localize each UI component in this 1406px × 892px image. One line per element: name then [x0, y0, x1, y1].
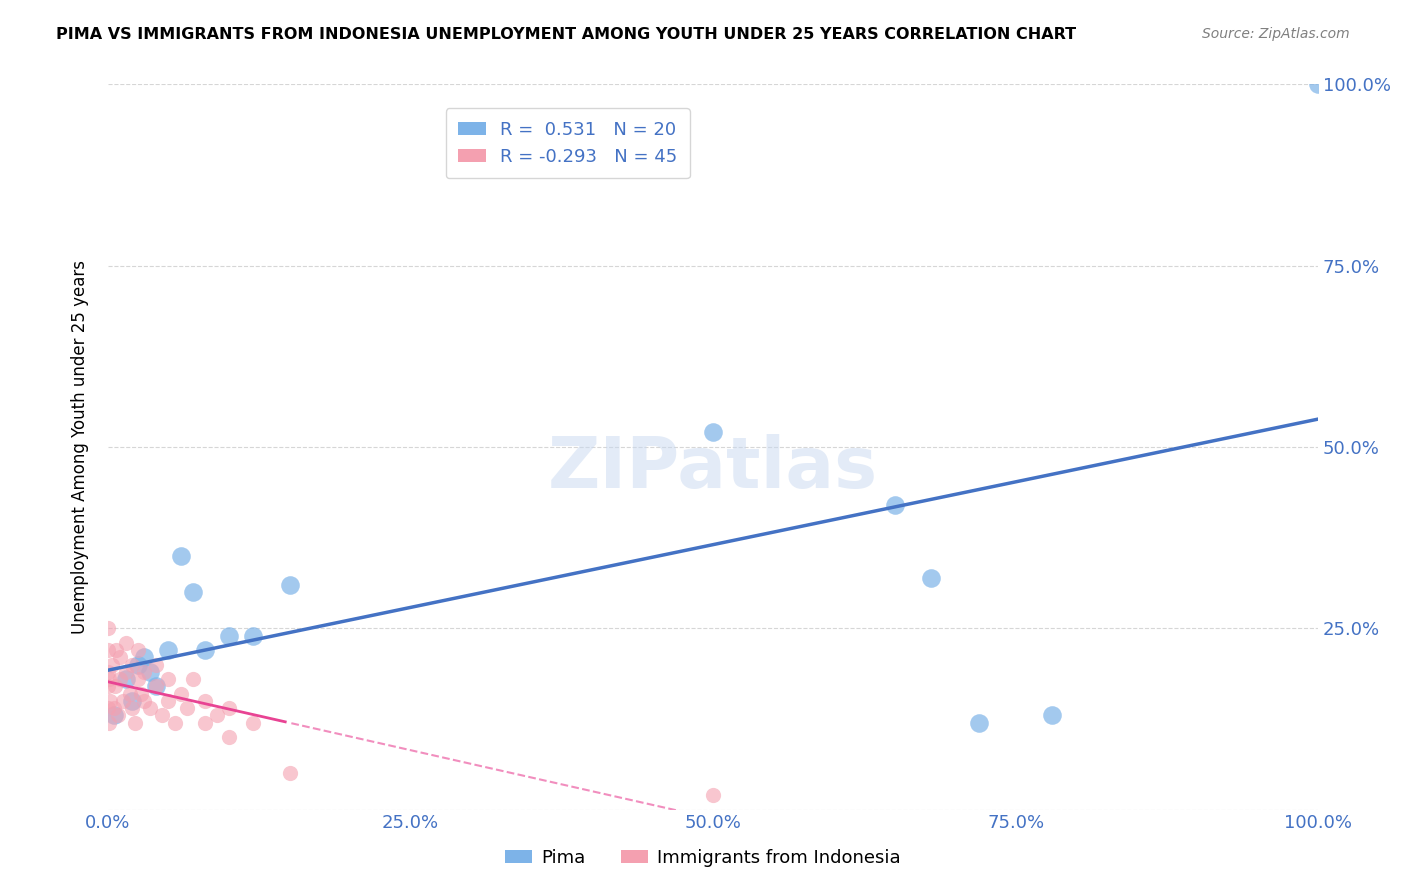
Point	[169, 686, 191, 700]
Point	[139, 701, 162, 715]
Point	[218, 701, 240, 715]
Point	[100, 694, 122, 708]
Point	[157, 672, 180, 686]
Point	[920, 570, 942, 584]
Point	[1308, 78, 1330, 92]
Point	[127, 657, 149, 672]
Point	[702, 788, 724, 802]
Point	[278, 766, 301, 780]
Point	[127, 672, 149, 686]
Point	[108, 672, 131, 686]
Point	[97, 665, 120, 679]
Text: ZIPatlas: ZIPatlas	[548, 434, 879, 503]
Point	[121, 694, 143, 708]
Point	[98, 672, 121, 686]
Point	[969, 715, 991, 730]
Point	[145, 657, 167, 672]
Point	[145, 679, 167, 693]
Point	[145, 679, 167, 693]
Point	[107, 708, 129, 723]
Point	[115, 665, 138, 679]
Point	[108, 650, 131, 665]
Point	[97, 621, 120, 635]
Point	[134, 650, 156, 665]
Point	[115, 672, 138, 686]
Text: Source: ZipAtlas.com: Source: ZipAtlas.com	[1202, 27, 1350, 41]
Point	[103, 701, 125, 715]
Point	[169, 549, 191, 563]
Point	[111, 694, 134, 708]
Legend: R =  0.531   N = 20, R = -0.293   N = 45: R = 0.531 N = 20, R = -0.293 N = 45	[446, 108, 690, 178]
Point	[134, 665, 156, 679]
Point	[176, 701, 198, 715]
Point	[121, 701, 143, 715]
Point	[205, 708, 228, 723]
Point	[157, 694, 180, 708]
Point	[242, 715, 264, 730]
Point	[218, 628, 240, 642]
Point	[115, 636, 138, 650]
Point	[97, 643, 120, 657]
Point	[218, 730, 240, 744]
Point	[152, 708, 174, 723]
Point	[242, 628, 264, 642]
Point	[157, 643, 180, 657]
Point	[1040, 708, 1063, 723]
Point	[194, 694, 217, 708]
Point	[129, 686, 152, 700]
Point	[97, 701, 120, 715]
Point	[702, 425, 724, 440]
Text: PIMA VS IMMIGRANTS FROM INDONESIA UNEMPLOYMENT AMONG YOUTH UNDER 25 YEARS CORREL: PIMA VS IMMIGRANTS FROM INDONESIA UNEMPL…	[56, 27, 1077, 42]
Point	[121, 657, 143, 672]
Point	[194, 715, 217, 730]
Point	[103, 708, 125, 723]
Point	[97, 679, 120, 693]
Point	[118, 686, 141, 700]
Point	[181, 585, 204, 599]
Point	[134, 694, 156, 708]
Point	[181, 672, 204, 686]
Point	[127, 643, 149, 657]
Legend: Pima, Immigrants from Indonesia: Pima, Immigrants from Indonesia	[498, 842, 908, 874]
Point	[104, 679, 127, 693]
Point	[98, 715, 121, 730]
Y-axis label: Unemployment Among Youth under 25 years: Unemployment Among Youth under 25 years	[72, 260, 89, 634]
Point	[105, 643, 128, 657]
Point	[278, 578, 301, 592]
Point	[163, 715, 186, 730]
Point	[139, 665, 162, 679]
Point	[194, 643, 217, 657]
Point	[124, 715, 146, 730]
Point	[100, 657, 122, 672]
Point	[883, 498, 905, 512]
